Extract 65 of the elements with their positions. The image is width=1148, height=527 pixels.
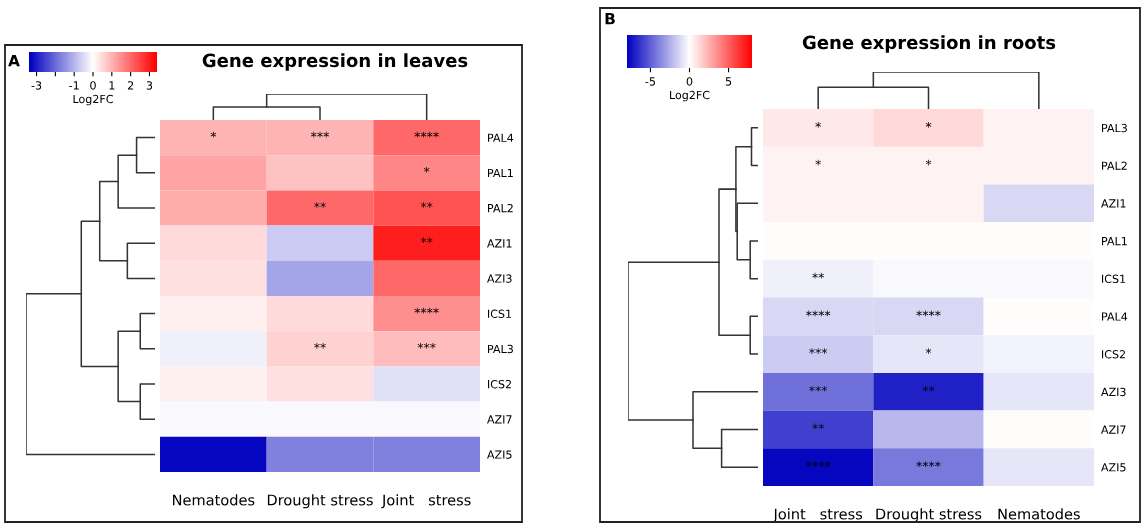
data-label: **** — [414, 131, 439, 138]
y-tick-label: AZI3 — [1101, 387, 1126, 397]
y-tick-label: AZI1 — [487, 239, 512, 248]
y-tick-label: PAL3 — [1102, 123, 1127, 133]
data-label: * — [423, 166, 430, 173]
y-tick-label: AZI7 — [1101, 425, 1126, 434]
text: A — [8, 55, 20, 67]
data-label: **** — [806, 310, 831, 317]
data-label: **** — [916, 461, 941, 468]
data-label: * — [815, 159, 821, 166]
y-tick-label: PAL1 — [1102, 237, 1127, 246]
chart-title: Gene expression in roots — [802, 35, 1056, 53]
data-label: ** — [812, 423, 825, 430]
data-label: **** — [916, 310, 941, 317]
color-bar-label: 5 — [725, 77, 732, 86]
color-bar-label: 2 — [127, 81, 134, 90]
data-label: ** — [420, 202, 433, 208]
color-bar-label: 0 — [90, 81, 96, 90]
color-bar-label: -3 — [31, 81, 42, 90]
x-tick-label: Drought stress — [876, 508, 982, 523]
chart-title: Gene expression in leaves — [202, 53, 468, 71]
data-label: *** — [809, 348, 828, 354]
color-bar-label: 3 — [146, 81, 153, 90]
y-tick-label: ICS2 — [488, 379, 511, 389]
data-label: *** — [417, 342, 436, 349]
data-label: * — [815, 122, 821, 128]
color-bar-label: 0 — [686, 77, 693, 86]
x-tick-label: Joint stress — [772, 508, 863, 523]
y-tick-label: AZI5 — [1101, 463, 1126, 472]
x-tick-label: Nematodes — [173, 494, 255, 506]
data-label: ** — [420, 237, 433, 244]
data-label: * — [925, 159, 932, 166]
color-bar-label: -5 — [645, 77, 656, 86]
data-label: * — [210, 131, 217, 138]
data-label: * — [925, 122, 932, 128]
x-tick-label: Drought stress — [267, 494, 373, 509]
y-tick-label: AZI1 — [1101, 199, 1126, 208]
y-tick-label: PAL4 — [488, 133, 514, 142]
y-tick-label: AZI3 — [487, 274, 512, 283]
color-bar-title: Log2FC — [73, 94, 113, 106]
data-label: **** — [414, 307, 439, 314]
y-tick-label: ICS2 — [1102, 350, 1125, 359]
y-tick-label: AZI5 — [487, 450, 512, 459]
y-tick-label: AZI7 — [487, 415, 512, 424]
data-label: ** — [812, 272, 825, 279]
color-bar-label: 1 — [109, 81, 115, 90]
data-label: **** — [806, 461, 831, 468]
data-label: *** — [809, 385, 828, 392]
color-bar-label: -1 — [69, 81, 79, 90]
x-tick-label: Nematodes — [998, 508, 1080, 520]
data-label: ** — [314, 342, 326, 349]
y-tick-label: ICS1 — [488, 309, 512, 318]
y-tick-label: PAL4 — [1102, 312, 1128, 321]
y-tick-label: PAL2 — [1102, 161, 1127, 170]
text: B — [605, 13, 615, 25]
x-tick-label: Joint stress — [381, 494, 471, 509]
y-tick-label: ICS1 — [1102, 274, 1126, 284]
data-label: ** — [314, 202, 326, 208]
data-label: * — [925, 348, 932, 354]
data-label: *** — [311, 131, 329, 138]
y-tick-label: PAL1 — [488, 168, 513, 178]
y-tick-label: PAL3 — [488, 344, 513, 354]
color-bar-title: Log2FC — [670, 90, 710, 102]
data-label: ** — [922, 385, 935, 392]
y-tick-label: PAL2 — [488, 203, 513, 213]
